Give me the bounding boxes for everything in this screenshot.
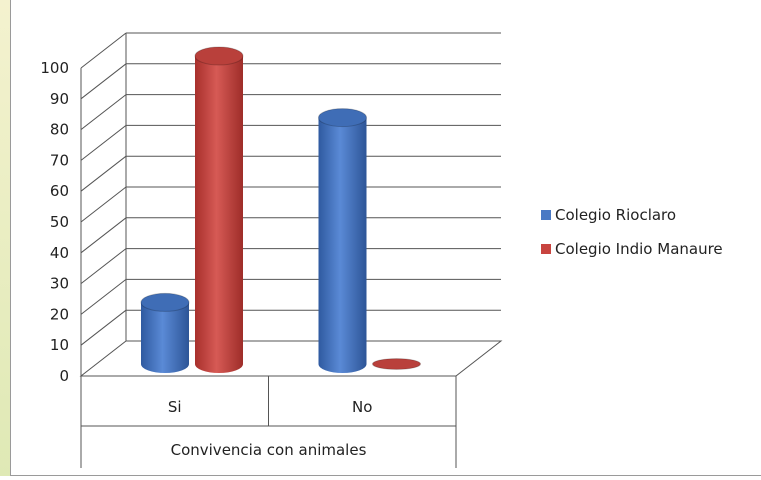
gridline-side — [80, 248, 127, 284]
bar-chart: 0 10 20 30 40 50 60 70 80 90 100 Si No Convivencia co… — [40, 32, 723, 468]
background-strip — [0, 0, 10, 476]
bar-body — [318, 117, 367, 374]
chart-area: 0 10 20 30 40 50 60 70 80 90 100 Si No Convivencia co… — [10, 0, 761, 476]
y-tick-label: 0 — [59, 367, 69, 385]
axes — [79, 33, 503, 468]
y-tick-label: 10 — [50, 336, 69, 354]
y-tick-label: 100 — [40, 59, 69, 77]
bar-rioclaro-si — [140, 292, 190, 373]
x-category-label: No — [352, 398, 372, 416]
gridline-side — [80, 155, 127, 192]
legend-swatch — [541, 210, 551, 220]
legend-swatch — [541, 244, 551, 254]
bar-top — [140, 292, 190, 312]
legend-label: Colegio Indio Manaure — [555, 240, 723, 258]
x-axis-title: Convivencia con animales — [171, 441, 367, 459]
x-category-label: Si — [168, 398, 182, 416]
gridline-side — [80, 63, 127, 100]
legend: Colegio Rioclaro Colegio Indio Manaure — [541, 206, 723, 258]
gridline-side — [80, 217, 127, 254]
y-tick-label: 90 — [50, 90, 69, 108]
y-tick-label: 50 — [50, 213, 69, 231]
axis-labels: 0 10 20 30 40 50 60 70 80 90 100 Si No Convivencia co… — [40, 59, 372, 459]
bar-body — [195, 56, 243, 373]
gridline-side — [80, 125, 127, 161]
bar-indio-manaure-si — [194, 46, 244, 373]
gridline-side — [80, 279, 127, 315]
bars — [140, 46, 421, 374]
y-tick-label: 70 — [50, 151, 69, 169]
y-tick-label: 20 — [50, 305, 69, 323]
y-tick-label: 60 — [50, 182, 69, 200]
bar-indio-manaure-no — [372, 358, 421, 370]
gridlines — [80, 32, 501, 346]
bar-top — [372, 358, 421, 370]
y-tick-label: 80 — [50, 121, 69, 139]
bar-top — [194, 46, 244, 66]
bar-body — [141, 302, 189, 373]
legend-label: Colegio Rioclaro — [555, 206, 676, 224]
gridline-side — [80, 309, 127, 346]
gridline-side — [80, 32, 127, 69]
y-tick-label: 30 — [50, 275, 69, 293]
bar-rioclaro-no — [318, 108, 367, 374]
y-tick-label: 40 — [50, 244, 69, 262]
gridline-side — [80, 186, 127, 223]
bar-top — [318, 108, 367, 128]
gridline-side — [80, 94, 127, 130]
